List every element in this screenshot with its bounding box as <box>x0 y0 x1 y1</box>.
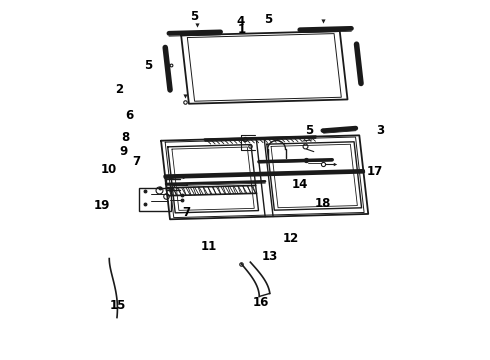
Text: 5: 5 <box>145 59 153 72</box>
Text: 10: 10 <box>100 163 117 176</box>
Text: 1: 1 <box>237 23 245 36</box>
Text: 12: 12 <box>283 233 299 246</box>
Text: 11: 11 <box>201 240 218 253</box>
Text: 5: 5 <box>264 13 272 26</box>
Text: 14: 14 <box>292 178 309 191</box>
Text: 17: 17 <box>366 165 382 177</box>
Text: 7: 7 <box>182 206 190 219</box>
Text: 9: 9 <box>120 145 128 158</box>
Text: 19: 19 <box>94 199 110 212</box>
Text: 15: 15 <box>110 299 126 312</box>
Text: 13: 13 <box>262 250 278 263</box>
Text: 5: 5 <box>190 10 198 23</box>
Text: 16: 16 <box>253 296 270 309</box>
Text: 8: 8 <box>121 131 129 144</box>
Text: 3: 3 <box>377 124 385 137</box>
Text: 7: 7 <box>132 155 140 168</box>
Text: 5: 5 <box>305 124 314 137</box>
Text: 2: 2 <box>115 84 123 96</box>
Text: 18: 18 <box>315 197 331 210</box>
Text: 4: 4 <box>237 14 245 27</box>
Text: 6: 6 <box>125 109 133 122</box>
